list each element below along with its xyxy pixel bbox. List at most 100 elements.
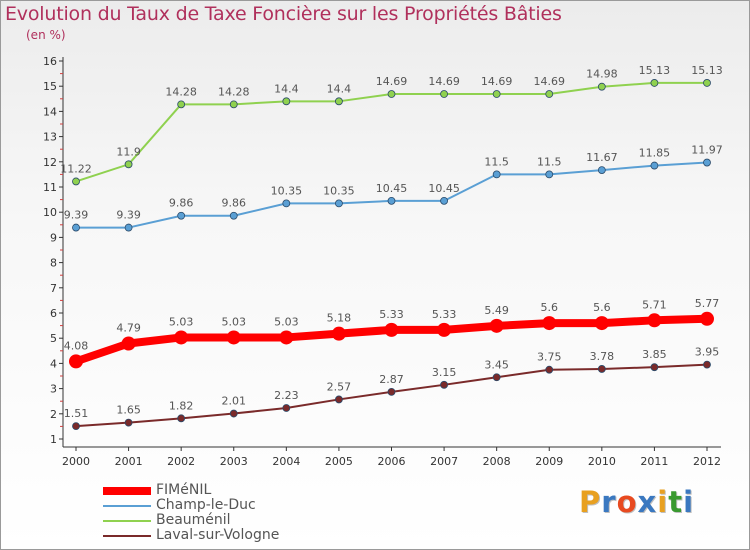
legend-swatch xyxy=(103,487,151,495)
data-label: 5.03 xyxy=(274,315,299,328)
data-point xyxy=(545,170,554,179)
legend-item: FIMéNIL xyxy=(103,482,323,499)
data-label: 15.13 xyxy=(639,64,671,77)
data-point xyxy=(440,90,448,98)
y-tick-label: 4 xyxy=(50,357,57,370)
brand-logo-letter: i xyxy=(657,485,669,519)
data-label: 10.45 xyxy=(428,182,460,195)
brand-logo-letter: o xyxy=(616,485,638,519)
data-point xyxy=(279,330,294,345)
data-label: 11.97 xyxy=(691,144,723,157)
legend-label: Laval-sur-Vologne xyxy=(156,527,280,543)
legend-label: Beauménil xyxy=(156,512,231,528)
data-point xyxy=(177,414,186,423)
data-point xyxy=(545,365,554,374)
data-point xyxy=(700,311,714,326)
data-point xyxy=(437,322,452,337)
y-tick-label: 1 xyxy=(50,433,57,446)
data-label: 2.87 xyxy=(379,373,404,386)
data-point xyxy=(72,223,80,232)
x-tick-label: 2012 xyxy=(693,455,721,468)
data-point xyxy=(387,90,396,98)
data-point xyxy=(177,100,186,109)
data-point xyxy=(331,326,346,341)
data-label: 1.51 xyxy=(64,407,89,420)
x-tick-label: 2006 xyxy=(378,455,406,468)
data-point xyxy=(229,100,238,109)
data-label: 14.4 xyxy=(327,82,352,95)
data-label: 10.35 xyxy=(323,184,355,197)
x-tick-label: 2007 xyxy=(430,455,458,468)
y-tick-label: 7 xyxy=(50,282,57,295)
y-tick-label: 2 xyxy=(50,408,57,421)
y-tick-label: 14 xyxy=(43,105,57,118)
data-label: 5.33 xyxy=(432,308,457,321)
data-label: 3.75 xyxy=(537,351,562,364)
data-point xyxy=(177,211,186,220)
data-point xyxy=(335,199,343,208)
data-label: 11.67 xyxy=(586,151,618,164)
data-point xyxy=(69,354,83,369)
data-label: 14.4 xyxy=(274,82,299,95)
data-label: 10.35 xyxy=(271,184,303,197)
data-point xyxy=(282,404,291,412)
y-tick-label: 11 xyxy=(43,181,57,194)
brand-logo-letter: t xyxy=(668,485,684,519)
data-label: 11.5 xyxy=(484,155,509,168)
y-tick-label: 3 xyxy=(50,383,57,396)
data-label: 14.69 xyxy=(376,75,408,88)
data-label: 5.49 xyxy=(484,304,509,317)
data-label: 9.39 xyxy=(64,209,89,222)
data-label: 10.45 xyxy=(376,182,408,195)
x-tick-label: 2005 xyxy=(325,455,353,468)
data-point xyxy=(72,422,80,431)
data-label: 14.28 xyxy=(218,85,250,98)
legend-swatch xyxy=(103,535,151,537)
x-tick-label: 2009 xyxy=(535,455,563,468)
legend-label: FIMéNIL xyxy=(156,482,212,498)
data-point xyxy=(650,79,659,87)
data-label: 4.08 xyxy=(64,339,89,352)
data-point xyxy=(124,223,133,232)
data-point xyxy=(174,330,189,345)
y-tick-label: 9 xyxy=(50,231,57,244)
y-tick-label: 5 xyxy=(50,332,57,345)
data-point xyxy=(703,79,711,87)
data-label: 14.69 xyxy=(534,75,566,88)
data-point xyxy=(597,365,606,373)
data-label: 14.98 xyxy=(586,68,618,81)
brand-logo-letter: x xyxy=(637,485,658,519)
data-label: 4.79 xyxy=(116,321,141,334)
data-point xyxy=(703,158,711,167)
data-point xyxy=(489,318,504,333)
data-label: 5.18 xyxy=(327,312,352,325)
data-label: 5.77 xyxy=(695,297,720,310)
data-label: 14.69 xyxy=(481,75,513,88)
legend-item: Champ-le-Duc xyxy=(103,497,323,514)
data-label: 11.22 xyxy=(60,162,92,175)
chart-legend: FIMéNIL Champ-le-Duc Beauménil Laval-sur-Vo… xyxy=(103,482,323,544)
chart-title: Evolution du Taux de Taxe Foncière sur l… xyxy=(5,3,562,25)
data-label: 14.69 xyxy=(428,75,460,88)
data-point xyxy=(384,322,399,337)
data-point xyxy=(492,90,501,98)
x-tick-label: 2010 xyxy=(588,455,616,468)
data-point xyxy=(545,90,554,98)
data-label: 2.23 xyxy=(274,389,299,402)
data-label: 11.5 xyxy=(537,155,562,168)
data-point xyxy=(594,316,609,331)
data-point xyxy=(703,360,711,369)
y-tick-label: 12 xyxy=(43,156,57,169)
series-line-1 xyxy=(75,161,708,229)
data-label: 5.33 xyxy=(379,308,404,321)
data-point xyxy=(650,161,659,170)
data-label: 3.85 xyxy=(642,348,667,361)
data-label: 11.85 xyxy=(639,147,671,160)
data-point xyxy=(121,336,136,351)
brand-logo: Proxiti xyxy=(579,485,694,519)
brand-logo-letter: i xyxy=(683,485,695,519)
x-tick-label: 2011 xyxy=(640,455,668,468)
y-axis-unit-label: (en %) xyxy=(26,28,66,42)
data-point xyxy=(440,196,448,205)
